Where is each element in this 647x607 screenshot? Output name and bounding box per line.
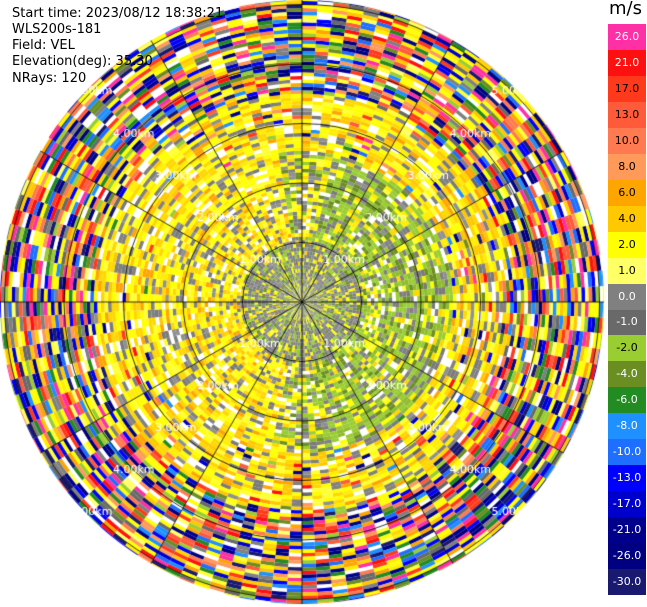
colorbar-segment [608, 413, 646, 440]
colorbar-segment [608, 569, 646, 596]
colorbar-segment [608, 491, 646, 518]
colorbar-segment [608, 517, 646, 544]
colorbar-segment [608, 283, 646, 310]
colorbar-unit: m/s [609, 0, 642, 19]
colorbar-segment [608, 24, 646, 51]
colorbar-segment [608, 75, 646, 103]
station-label: WLS200s-181 [12, 22, 102, 37]
colorbar-segment [608, 439, 646, 466]
colorbar-segment [608, 127, 646, 155]
colorbar-segment [608, 153, 646, 181]
colorbar-segment [608, 205, 646, 233]
colorbar-segment [608, 465, 646, 492]
start-time-label: Start time: 2023/08/12 18:38:21 [12, 6, 224, 21]
colorbar-segment [608, 257, 646, 285]
colorbar-segment [608, 309, 646, 336]
colorbar-segment [608, 361, 646, 388]
colorbar-segment [608, 179, 646, 207]
nrays-label: NRays: 120 [12, 71, 87, 86]
elevation-label: Elevation(deg): 35.30 [12, 54, 153, 69]
colorbar [608, 24, 646, 596]
colorbar-segment [608, 543, 646, 570]
colorbar-segment [608, 49, 646, 77]
colorbar-segment [608, 231, 646, 259]
field-label: Field: VEL [12, 38, 75, 53]
colorbar-segment [608, 101, 646, 129]
colorbar-segment [608, 387, 646, 414]
colorbar-segment [608, 335, 646, 362]
